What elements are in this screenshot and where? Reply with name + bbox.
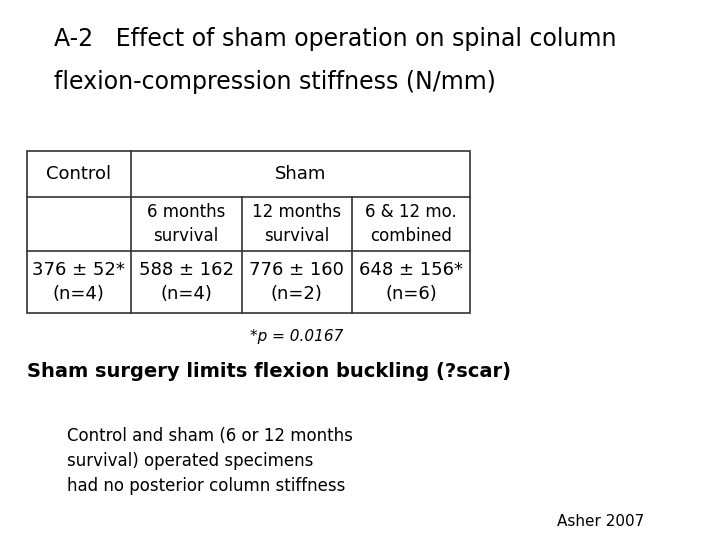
Text: Asher 2007: Asher 2007	[557, 514, 644, 529]
Text: 776 ± 160
(n=2): 776 ± 160 (n=2)	[249, 261, 344, 303]
Text: 6 months
survival: 6 months survival	[147, 203, 225, 245]
Text: *p = 0.0167: *p = 0.0167	[250, 329, 343, 345]
Text: 648 ± 156*
(n=6): 648 ± 156* (n=6)	[359, 261, 463, 303]
Text: Control and sham (6 or 12 months
survival) operated specimens
had no posterior c: Control and sham (6 or 12 months surviva…	[67, 427, 353, 495]
Text: 6 & 12 mo.
combined: 6 & 12 mo. combined	[365, 203, 456, 245]
Text: 588 ± 162
(n=4): 588 ± 162 (n=4)	[139, 261, 234, 303]
Text: flexion-compression stiffness (N/mm): flexion-compression stiffness (N/mm)	[54, 70, 495, 94]
Text: A-2   Effect of sham operation on spinal column: A-2 Effect of sham operation on spinal c…	[54, 27, 616, 51]
Text: Sham surgery limits flexion buckling (?scar): Sham surgery limits flexion buckling (?s…	[27, 362, 510, 381]
Text: 376 ± 52*
(n=4): 376 ± 52* (n=4)	[32, 261, 125, 303]
Text: 12 months
survival: 12 months survival	[252, 203, 341, 245]
Text: Control: Control	[46, 165, 112, 183]
Text: Sham: Sham	[274, 165, 326, 183]
Bar	[27, 151, 469, 313]
